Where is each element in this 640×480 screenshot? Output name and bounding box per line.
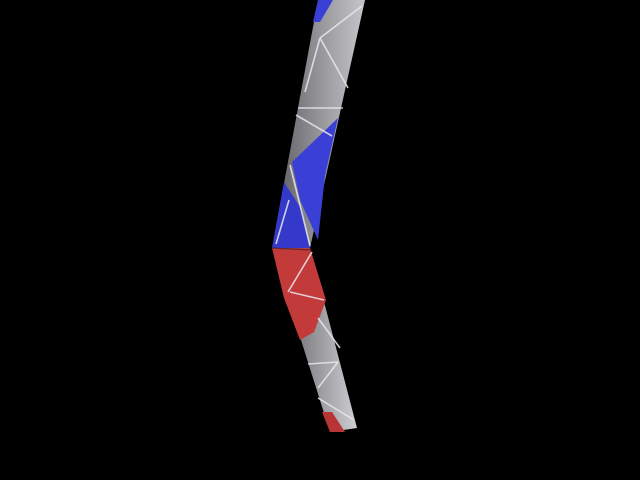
upper-mesh-edges — [275, 5, 363, 247]
lower-mesh-edges — [287, 251, 355, 421]
upper-blue-panel-top — [313, 0, 333, 22]
lower-red-panel-bottom — [322, 412, 345, 432]
fold-crease — [271, 247, 313, 251]
upper-blue-panel-middle — [292, 118, 338, 240]
upper-blue-panel-lower — [272, 182, 310, 248]
strip-lower-segment — [271, 247, 357, 432]
strip-upper-segment — [272, 0, 365, 248]
